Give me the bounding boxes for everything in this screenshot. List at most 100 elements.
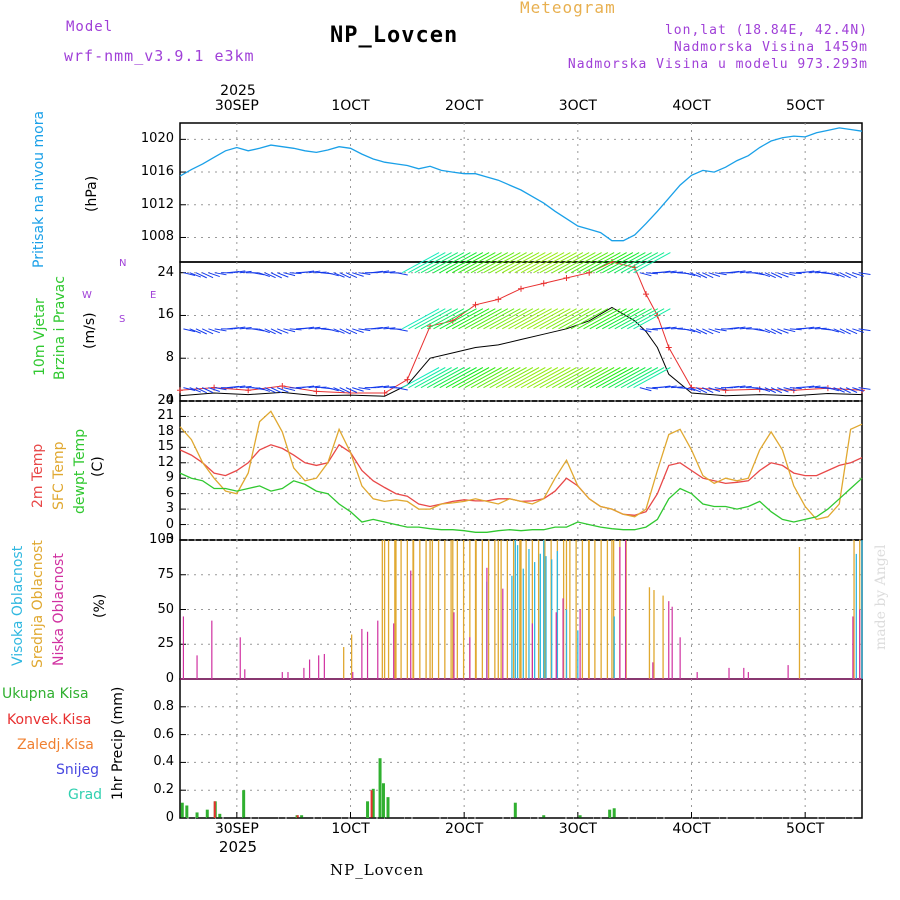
wind-barb [426, 367, 465, 389]
wind-barb [289, 387, 302, 390]
wind-barb [827, 328, 840, 333]
wind-barb [671, 327, 684, 330]
footer-station: NP_Lovcen [330, 861, 425, 879]
y-tick-label-2: 0 [165, 516, 174, 532]
wind-barb [183, 387, 196, 391]
wind-barb [395, 387, 408, 391]
wind-barb [683, 272, 696, 277]
wind-barb [189, 272, 202, 278]
wind-barb [689, 387, 702, 393]
wind-barb [814, 271, 827, 274]
wind-barb [383, 327, 396, 330]
wind-barb [377, 385, 390, 389]
top-x-tick-4OCT: 4OCT [672, 98, 711, 114]
elevation-label: Nadmorska Visina 1459m [673, 40, 868, 55]
wind-barb [345, 272, 358, 279]
wind-barb [739, 270, 752, 274]
wind-barb [627, 308, 665, 330]
y-tick-label-2: 9 [165, 470, 174, 486]
wind-barb [777, 387, 789, 393]
bottom-x-tick-5OCT: 5OCT [786, 821, 825, 837]
wind-barb [352, 272, 364, 277]
top-x-tick-2OCT: 2OCT [445, 98, 484, 114]
wind-barb [258, 387, 270, 392]
wind-barb [233, 270, 246, 274]
compass-south: S [119, 314, 126, 325]
wind-barb [183, 328, 196, 333]
wind-barb [564, 252, 602, 274]
wind-barb [608, 252, 646, 274]
wind-barb [583, 308, 621, 330]
wind-barb [233, 326, 246, 330]
wind-barb [183, 272, 196, 277]
wind-barb [777, 272, 789, 278]
wind-barb [339, 272, 351, 279]
wind-barb [502, 308, 540, 330]
precip-total-bar [185, 805, 189, 818]
wind-barb [827, 387, 840, 392]
wind-barb [827, 272, 840, 277]
wind-barb [758, 387, 771, 392]
wind-barb [727, 327, 740, 330]
gust-marker [665, 344, 672, 351]
wind-barb [527, 367, 565, 389]
wind-barb [508, 308, 546, 330]
wind-barb [358, 387, 371, 390]
wind-barb [702, 328, 714, 335]
wind-barb [577, 252, 615, 274]
wind-barb [520, 252, 559, 274]
wind-barb [370, 326, 383, 330]
y-tick-label-4: 0.4 [153, 754, 174, 770]
top-year-label: 2025 [220, 83, 256, 99]
y-tick-label-2: -3 [161, 532, 174, 547]
wind-barb [770, 272, 783, 279]
wind-barb [414, 308, 452, 330]
wind-barb [739, 385, 752, 389]
y-tick-label-0: 1016 [140, 164, 174, 180]
wind-barb [327, 387, 339, 392]
wind-barb [727, 270, 740, 274]
wind-barb [852, 272, 864, 277]
wind-barb [739, 327, 752, 330]
wind-barb [408, 252, 446, 274]
wind-barb [426, 252, 465, 274]
wind-barb [808, 270, 821, 274]
wind-barb [545, 308, 584, 330]
meteogram-label: Meteogram [520, 0, 616, 17]
wind-barb [833, 328, 845, 334]
wind-barb [302, 270, 315, 274]
wind-barb [239, 327, 252, 330]
precip-total-bar [608, 809, 612, 818]
wind-barb [839, 328, 851, 335]
y-tick-label-2: 18 [157, 423, 174, 439]
precip-total-bar [578, 815, 582, 818]
wind-barb [608, 308, 646, 330]
wind-barb [777, 328, 789, 334]
wind-barb [770, 328, 783, 335]
wind-barb [558, 308, 596, 330]
wind-barb [602, 308, 640, 330]
wind-barb [458, 252, 496, 274]
wind-barb [264, 328, 276, 335]
wind-barb [445, 252, 484, 274]
wind-barb [289, 328, 302, 331]
wind-barb [358, 328, 371, 332]
wind-barb [570, 367, 609, 389]
top-x-tick-1OCT: 1OCT [331, 98, 370, 114]
panel-frame-1 [179, 261, 863, 402]
wind-barb [802, 270, 815, 274]
wind-barb [839, 272, 851, 279]
wind-barb [502, 252, 540, 274]
wind-barb [808, 385, 821, 389]
y-tick-label-4: 0 [165, 810, 174, 825]
wind-barb [545, 252, 584, 274]
wind-barb [814, 327, 827, 330]
wind-barb [401, 367, 440, 389]
wind-barb [289, 272, 302, 275]
wind-barb [445, 367, 484, 389]
wind-barb [658, 326, 671, 330]
bottom-year-label: 2025 [218, 838, 258, 856]
y-tick-label-3: 50 [157, 601, 174, 617]
wind-barb [439, 367, 477, 389]
y-tick-label-1: 0 [165, 393, 174, 408]
